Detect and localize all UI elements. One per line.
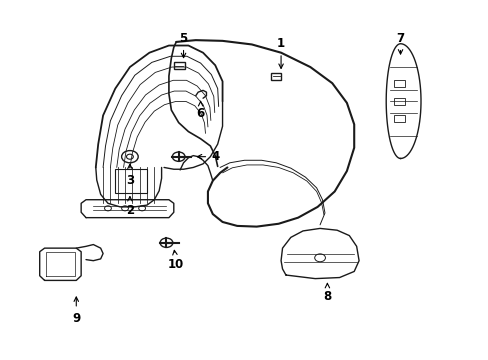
Bar (394, 98, 404, 105)
Bar (394, 80, 404, 87)
Text: 8: 8 (323, 283, 331, 303)
Text: 5: 5 (179, 32, 187, 58)
Bar (271, 73, 281, 80)
Bar (115, 169, 147, 193)
Bar (394, 115, 404, 122)
Text: 7: 7 (396, 32, 404, 54)
Bar (173, 62, 184, 69)
Text: 9: 9 (72, 297, 80, 325)
Text: 4: 4 (197, 150, 219, 163)
Text: 1: 1 (276, 37, 285, 68)
Text: 2: 2 (125, 197, 134, 217)
Text: 10: 10 (168, 250, 184, 271)
Text: 3: 3 (125, 164, 134, 186)
Text: 6: 6 (196, 101, 204, 120)
